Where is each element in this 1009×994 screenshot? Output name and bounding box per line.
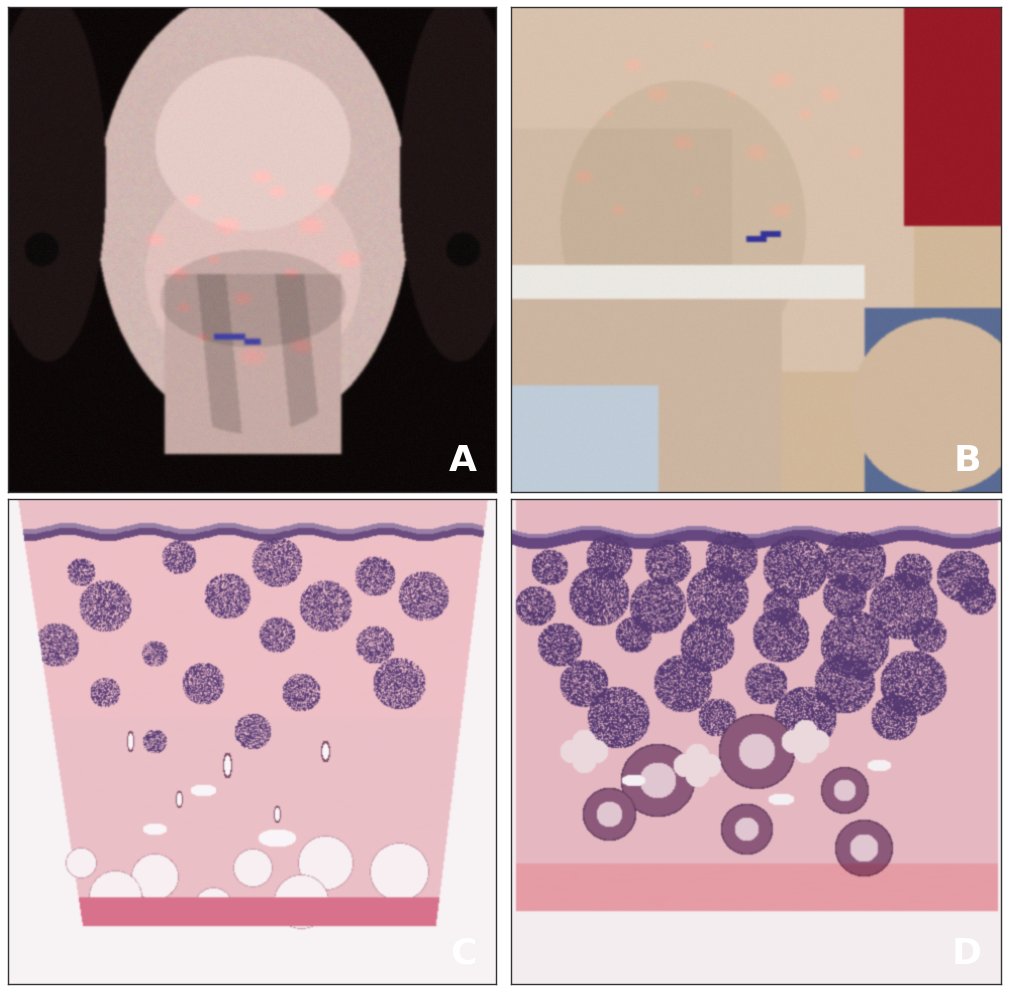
Text: A: A xyxy=(449,443,477,477)
Text: D: D xyxy=(951,935,982,969)
Text: C: C xyxy=(451,935,477,969)
Text: B: B xyxy=(954,443,982,477)
